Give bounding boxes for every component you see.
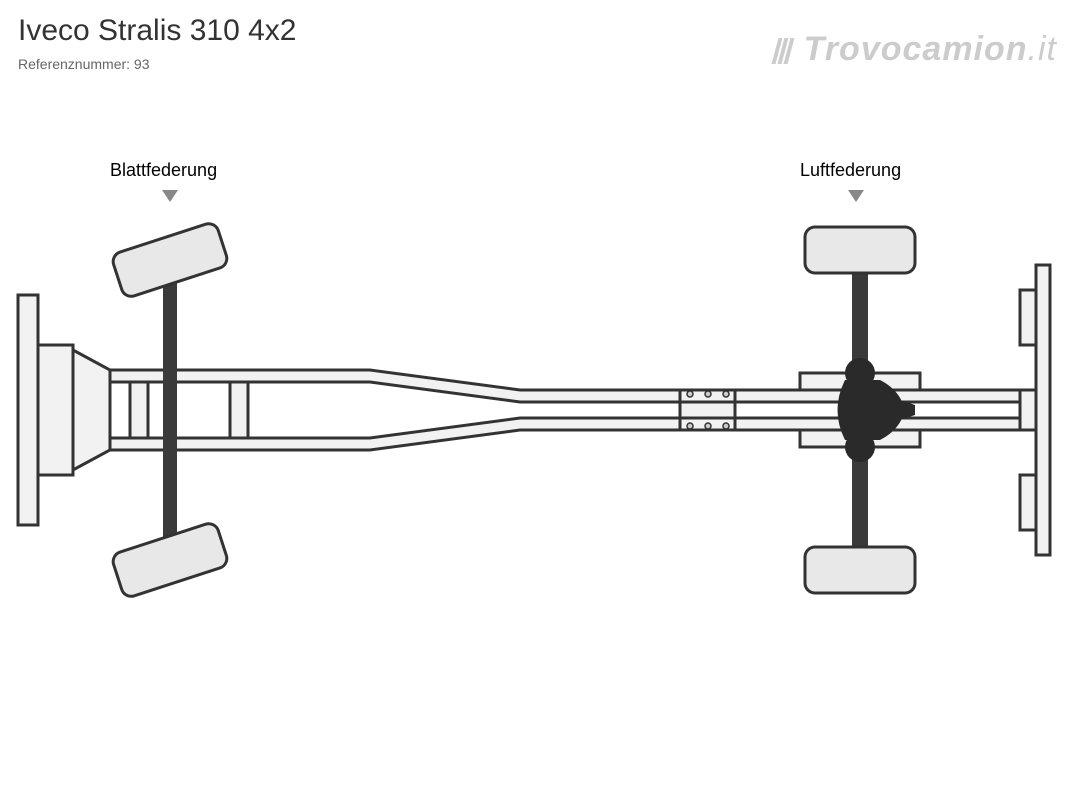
reference-number: Referenznummer: 93 — [18, 56, 150, 72]
chassis-diagram — [0, 195, 1067, 635]
watermark-main: Trovocamion — [804, 30, 1028, 68]
front-suspension-label: Blattfederung — [110, 160, 217, 181]
watermark-logo: Trovocamion.it — [775, 30, 1057, 69]
front-crossmembers — [130, 382, 248, 438]
front-bracket — [18, 295, 110, 525]
front-axle — [111, 221, 230, 599]
rear-axle — [805, 227, 915, 593]
rear-suspension-label: Luftfederung — [800, 160, 901, 181]
mid-crossmember — [680, 390, 735, 430]
rear-bracket — [1020, 265, 1050, 555]
watermark-tld: .it — [1028, 30, 1057, 68]
page-title: Iveco Stralis 310 4x2 — [18, 14, 296, 48]
